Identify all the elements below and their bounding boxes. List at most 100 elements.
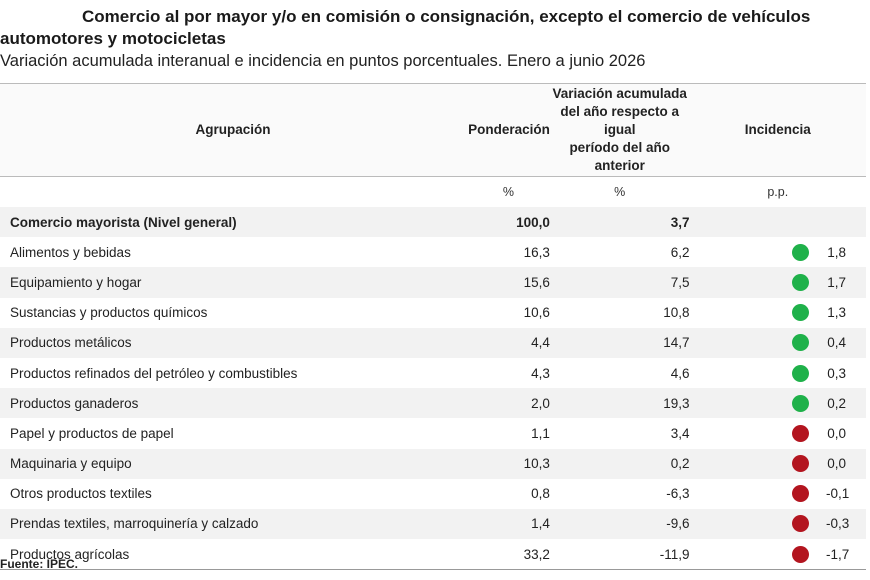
- status-dot-icon: [792, 334, 809, 352]
- status-dot-icon: [792, 455, 809, 473]
- incidencia-cell: 0,3: [690, 364, 866, 382]
- row-agrupacion: Sustancias y productos químicos: [0, 297, 468, 328]
- row-ponderacion: 4,4: [467, 327, 550, 358]
- row-variacion: 7,5: [549, 267, 690, 298]
- row-agrupacion: Prendas textiles, marroquinería y calzad…: [0, 508, 468, 540]
- incidencia-value: -0,3: [826, 516, 850, 532]
- row-ponderacion: 33,2: [467, 539, 550, 571]
- row-incidencia: 0,4: [689, 327, 866, 358]
- header-variacion-line-1: Variación acumulada: [552, 86, 687, 101]
- row-incidencia: 0,2: [689, 388, 866, 419]
- row-agrupacion: Otros productos textiles: [0, 478, 468, 509]
- row-variacion: 10,8: [549, 297, 690, 328]
- incidencia-value: 1,7: [827, 274, 846, 290]
- row-incidencia: [689, 207, 866, 238]
- row-agrupacion: Alimentos y bebidas: [0, 237, 468, 268]
- row-agrupacion: Maquinaria y equipo: [0, 448, 468, 479]
- row-incidencia: 1,8: [689, 237, 866, 268]
- table-row: Productos ganaderos 2,0 19,3 0,2: [0, 388, 866, 419]
- row-incidencia: -0,1: [689, 478, 866, 509]
- row-variacion: -11,9: [549, 539, 690, 571]
- row-agrupacion: Productos metálicos: [0, 327, 468, 358]
- header-variacion-line-3: período del año anterior: [569, 140, 670, 173]
- incidencia-value: 0,4: [827, 335, 846, 351]
- status-dot-icon: [792, 424, 809, 442]
- status-dot-icon: [792, 243, 809, 261]
- row-variacion: 0,2: [549, 448, 690, 479]
- header-row: Agrupación Ponderación Variación acumula…: [0, 83, 866, 177]
- row-ponderacion: 16,3: [467, 237, 550, 268]
- row-ponderacion: 10,3: [467, 448, 550, 479]
- header-agrupacion: Agrupación: [0, 83, 468, 177]
- table-subtitle: Variación acumulada interanual e inciden…: [0, 52, 646, 70]
- table-body: Comercio mayorista (Nivel general) 100,0 3…: [0, 207, 866, 571]
- row-ponderacion: 1,1: [467, 418, 550, 449]
- incidencia-cell: -1,7: [690, 545, 866, 563]
- row-variacion: 3,4: [549, 418, 690, 449]
- incidencia-cell: -0,3: [690, 515, 866, 533]
- incidencia-cell: -0,1: [690, 485, 866, 503]
- source-note: Fuente: IPEC.: [0, 557, 79, 571]
- incidencia-cell: 0,0: [690, 455, 866, 473]
- incidencia-value: 0,3: [827, 365, 846, 381]
- status-dot-icon: [792, 515, 809, 533]
- status-dot-icon: [792, 273, 809, 291]
- incidencia-value: 0,2: [827, 395, 846, 411]
- row-variacion: 19,3: [549, 388, 690, 419]
- incidencia-cell: 0,4: [690, 334, 866, 352]
- header-variacion: Variación acumulada del año respecto a i…: [549, 83, 690, 177]
- table-row: Equipamiento y hogar 15,6 7,5 1,7: [0, 267, 866, 298]
- row-agrupacion: Productos refinados del petróleo y combu…: [0, 357, 468, 389]
- table-row: Productos metálicos 4,4 14,7 0,4: [0, 327, 866, 358]
- row-variacion: 14,7: [549, 327, 690, 358]
- row-ponderacion: 2,0: [467, 388, 550, 419]
- row-variacion: 4,6: [549, 357, 690, 389]
- row-ponderacion: 1,4: [467, 508, 550, 540]
- units-row: % % p.p.: [0, 177, 866, 208]
- header-incidencia: Incidencia: [689, 83, 866, 177]
- status-dot-icon: [792, 304, 809, 322]
- incidencia-value: 0,0: [827, 456, 846, 472]
- row-ponderacion: 0,8: [467, 478, 550, 509]
- incidencia-cell: 0,2: [690, 394, 866, 412]
- incidencia-value: -0,1: [826, 486, 850, 502]
- unit-incidencia: p.p.: [767, 185, 789, 199]
- header-ponderacion: Ponderación: [467, 83, 550, 177]
- title-line-1: Comercio al por mayor y/o en comisión o …: [82, 7, 811, 26]
- row-incidencia: 0,3: [689, 357, 866, 389]
- incidencia-cell: 1,7: [690, 273, 866, 291]
- data-table: Agrupación Ponderación Variación acumula…: [0, 83, 866, 571]
- table-row: Maquinaria y equipo 10,3 0,2 0,0: [0, 448, 866, 479]
- table-row: Otros productos textiles 0,8 -6,3 -0,1: [0, 478, 866, 509]
- incidencia-cell: 1,8: [690, 243, 866, 261]
- status-dot-icon: [792, 545, 809, 563]
- table-row: Alimentos y bebidas 16,3 6,2 1,8: [0, 237, 866, 268]
- status-dot-icon: [792, 485, 809, 503]
- row-variacion: 3,7: [549, 207, 690, 238]
- table-row: Sustancias y productos químicos 10,6 10,8 1…: [0, 297, 866, 328]
- status-dot-icon: [792, 364, 809, 382]
- row-ponderacion: 15,6: [467, 267, 550, 298]
- table-row: Productos refinados del petróleo y combu…: [0, 357, 866, 389]
- row-agrupacion: Productos ganaderos: [0, 388, 468, 419]
- incidencia-cell: 1,3: [690, 304, 866, 322]
- incidencia-value: 0,0: [827, 425, 846, 441]
- row-incidencia: 1,7: [689, 267, 866, 298]
- row-incidencia: -1,7: [689, 539, 866, 571]
- incidencia-value: 1,8: [827, 244, 846, 260]
- row-ponderacion: 4,3: [467, 357, 550, 389]
- table-row: Comercio mayorista (Nivel general) 100,0 3…: [0, 207, 866, 238]
- table-row: Papel y productos de papel 1,1 3,4 0,0: [0, 418, 866, 449]
- status-dot-icon: [792, 394, 809, 412]
- row-incidencia: 0,0: [689, 418, 866, 449]
- unit-empty: [0, 177, 467, 208]
- row-ponderacion: 10,6: [467, 297, 550, 328]
- incidencia-cell: 0,0: [690, 424, 866, 442]
- table-title: Comercio al por mayor y/o en comisión o …: [0, 6, 860, 50]
- table-row: Prendas textiles, marroquinería y calzad…: [0, 508, 866, 540]
- row-incidencia: 0,0: [689, 448, 866, 479]
- unit-variacion: %: [614, 185, 626, 199]
- row-agrupacion: Comercio mayorista (Nivel general): [0, 207, 468, 238]
- row-ponderacion: 100,0: [467, 207, 550, 238]
- table-row: Productos agrícolas 33,2 -11,9 -1,7: [0, 539, 866, 571]
